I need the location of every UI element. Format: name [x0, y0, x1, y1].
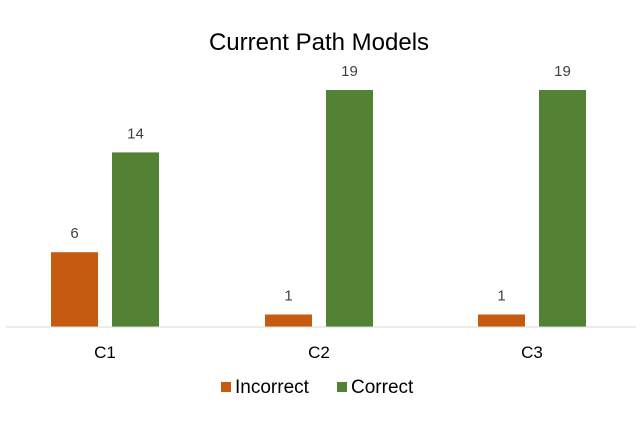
bar-incorrect-c2 [265, 314, 312, 327]
bar-incorrect-c3 [478, 314, 525, 327]
legend-swatch-correct [337, 382, 347, 392]
legend-swatch-incorrect [221, 382, 231, 392]
legend-label-correct: Correct [351, 377, 414, 398]
x-tick-label-c2: C2 [308, 343, 330, 362]
bar-correct-c2 [326, 90, 373, 327]
ticks-layer: C1 C2 C3 [94, 343, 543, 362]
x-tick-label-c3: C3 [521, 343, 543, 362]
bar-correct-c3 [539, 90, 586, 327]
data-label-correct-c3: 19 [554, 63, 571, 80]
bar-incorrect-c1 [51, 252, 98, 327]
bars-layer [51, 90, 586, 327]
bar-correct-c1 [112, 152, 159, 327]
data-label-correct-c2: 19 [341, 63, 358, 80]
data-label-incorrect-c1: 6 [70, 225, 78, 242]
chart-title: Current Path Models [209, 29, 429, 56]
data-label-incorrect-c3: 1 [497, 288, 505, 305]
data-label-correct-c1: 14 [127, 125, 144, 142]
legend-label-incorrect: Incorrect [235, 377, 310, 398]
labels-layer: 6 14 1 19 1 19 [70, 63, 571, 305]
legend: Incorrect Correct [221, 377, 414, 398]
x-tick-label-c1: C1 [94, 343, 116, 362]
data-label-incorrect-c2: 1 [284, 288, 292, 305]
